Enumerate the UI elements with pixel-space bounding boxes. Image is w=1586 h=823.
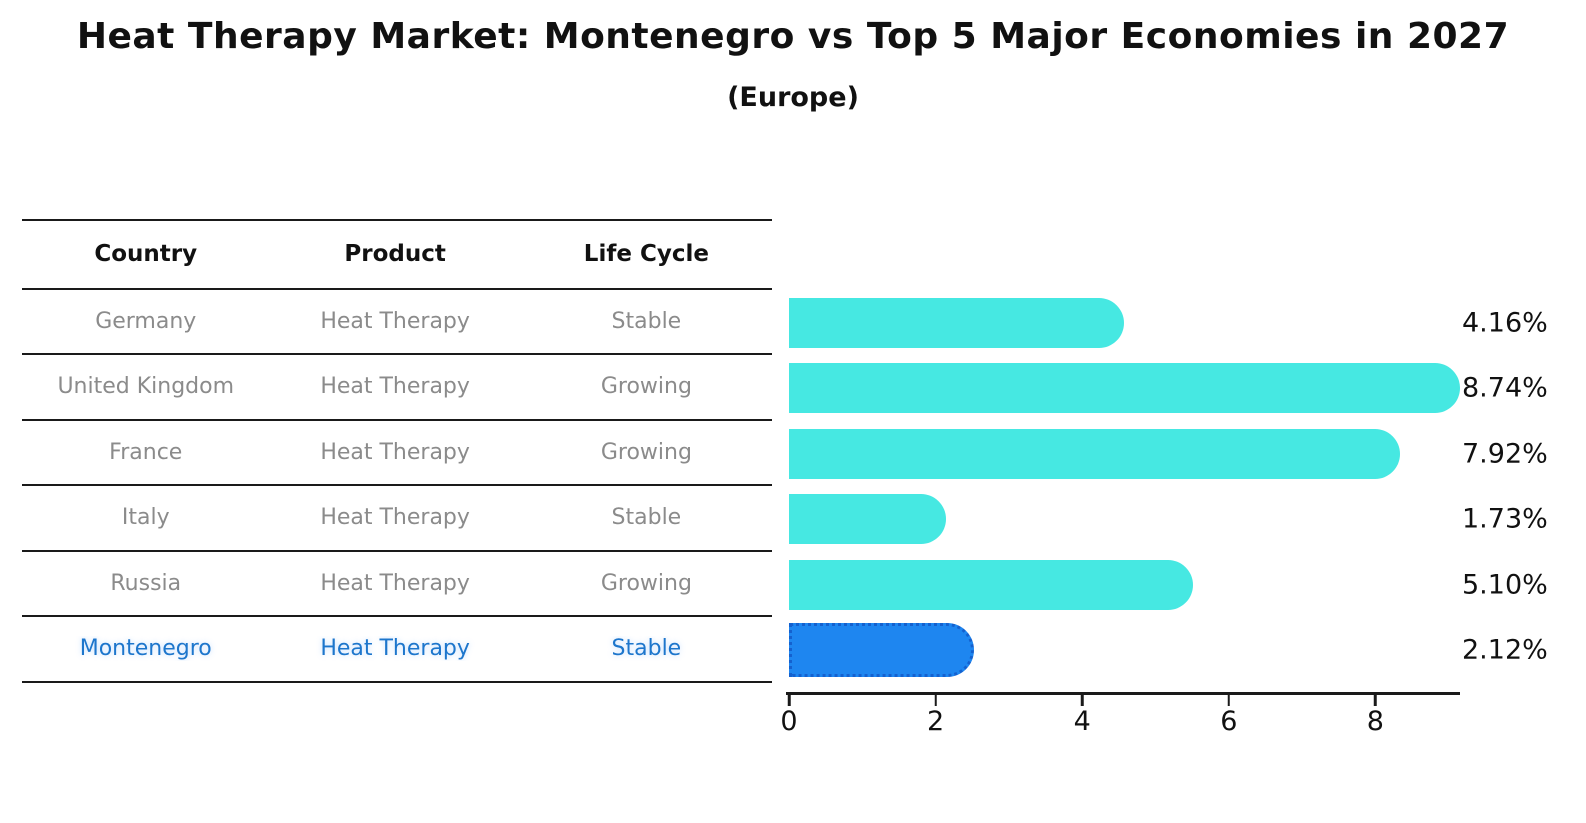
cell-lifecycle: Stable bbox=[611, 505, 682, 531]
x-tick-mark bbox=[1080, 695, 1084, 706]
chart-title: Heat Therapy Market: Montenegro vs Top 5… bbox=[76, 16, 1510, 57]
cell-product: Heat Therapy bbox=[320, 308, 470, 334]
cell-product: Heat Therapy bbox=[320, 439, 470, 465]
x-tick-mark bbox=[1227, 695, 1231, 706]
cell-country: Italy bbox=[121, 505, 170, 531]
bar-montenegro-highlight bbox=[789, 623, 975, 677]
cell-country: Germany bbox=[95, 308, 197, 334]
table-row-france: France Heat Therapy Growing bbox=[22, 421, 772, 486]
bar-value-label: 7.92% bbox=[1462, 438, 1548, 469]
x-tick-mark bbox=[934, 695, 937, 706]
cell-country: United Kingdom bbox=[57, 374, 235, 400]
x-tick-label: 4 bbox=[1073, 706, 1091, 737]
chart-subtitle: (Europe) bbox=[727, 82, 859, 113]
x-tick-label: 6 bbox=[1220, 706, 1238, 737]
header-cell-product: Product bbox=[344, 241, 446, 268]
table-row-montenegro: Montenegro Heat Therapy Stable bbox=[22, 617, 772, 683]
bar-italy bbox=[789, 494, 946, 544]
country-table: Country Product Life Cycle Germany Heat … bbox=[22, 219, 772, 683]
x-axis-line bbox=[786, 692, 1460, 695]
cell-product: Heat Therapy bbox=[320, 505, 470, 531]
table-row-russia: Russia Heat Therapy Growing bbox=[22, 552, 772, 617]
cell-lifecycle: Growing bbox=[600, 570, 692, 596]
table-row-united-kingdom: United Kingdom Heat Therapy Growing bbox=[22, 355, 772, 421]
x-tick-label: 2 bbox=[927, 706, 945, 737]
header-cell-lifecycle: Life Cycle bbox=[583, 241, 709, 268]
bar-russia bbox=[789, 559, 1193, 610]
bar-value-label: 5.10% bbox=[1462, 569, 1548, 600]
bar-value-label: 8.74% bbox=[1462, 372, 1548, 404]
cell-lifecycle: Stable bbox=[611, 308, 682, 334]
x-tick-label: 8 bbox=[1366, 706, 1384, 737]
x-tick-mark bbox=[1374, 695, 1377, 706]
bar-united-kingdom bbox=[789, 363, 1460, 413]
table-row-italy: Italy Heat Therapy Stable bbox=[22, 486, 772, 552]
cell-lifecycle: Stable bbox=[611, 636, 682, 662]
bar-france bbox=[789, 428, 1400, 479]
bar-value-label: 4.16% bbox=[1462, 307, 1548, 339]
cell-country: Montenegro bbox=[79, 636, 212, 662]
header-cell-country: Country bbox=[94, 241, 198, 268]
bar-value-label: 2.12% bbox=[1462, 634, 1548, 666]
cell-product: Heat Therapy bbox=[320, 570, 470, 596]
x-tick-label: 0 bbox=[780, 706, 798, 737]
cell-country: Russia bbox=[110, 570, 182, 596]
cell-product: Heat Therapy bbox=[320, 374, 470, 400]
cell-lifecycle: Growing bbox=[600, 439, 692, 465]
table-header-row: Country Product Life Cycle bbox=[22, 221, 772, 290]
bar-value-label: 1.73% bbox=[1462, 503, 1548, 535]
table-row-germany: Germany Heat Therapy Stable bbox=[22, 290, 772, 355]
cell-lifecycle: Growing bbox=[600, 374, 692, 400]
bar-germany bbox=[789, 298, 1124, 348]
x-tick-mark bbox=[787, 695, 791, 706]
cell-country: France bbox=[109, 439, 183, 465]
cell-product: Heat Therapy bbox=[320, 636, 470, 662]
